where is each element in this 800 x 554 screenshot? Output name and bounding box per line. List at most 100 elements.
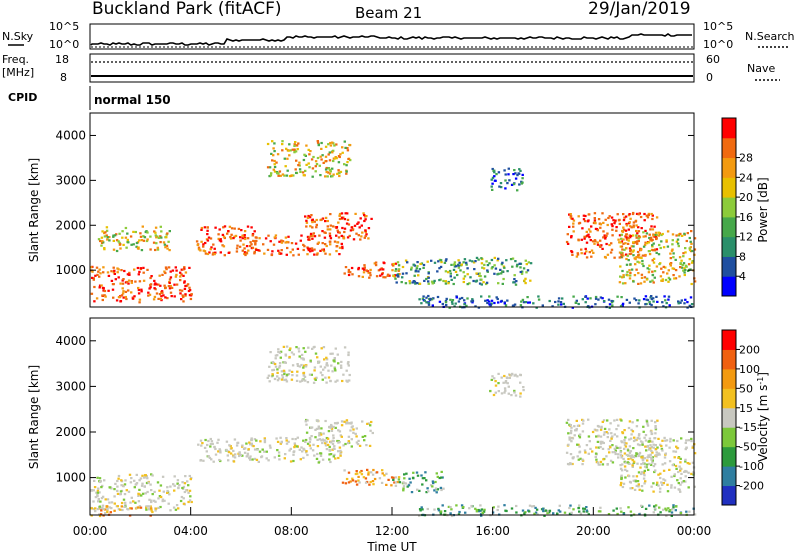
velocity-cell [144, 492, 147, 495]
velocity-cell [330, 427, 334, 430]
velocity-cell [657, 452, 660, 455]
velocity-cell [339, 364, 343, 367]
power-cell [158, 293, 162, 296]
velocity-cell [321, 441, 324, 445]
power-cell [516, 189, 519, 192]
power-cell [315, 223, 318, 226]
velocity-cell [269, 351, 272, 354]
power-cell [309, 225, 312, 228]
power-cell [275, 161, 278, 164]
velocity-cell [628, 445, 632, 448]
power-cell [370, 217, 373, 220]
power-cell [684, 264, 688, 267]
velocity-cell [631, 463, 635, 466]
velocity-cell [612, 509, 615, 512]
power-cell [486, 299, 489, 302]
power-cell [570, 251, 574, 254]
velocity-cell [644, 480, 647, 483]
velocity-cell [108, 486, 111, 489]
velocity-cell [602, 458, 605, 461]
velocity-cell [663, 456, 667, 459]
power-cell [106, 238, 109, 241]
velocity-cell [151, 474, 154, 477]
power-cell [690, 282, 693, 286]
velocity-cell [648, 504, 651, 507]
power-cell [375, 275, 379, 278]
power-cell [417, 274, 420, 277]
velocity-cell [96, 508, 100, 511]
power-cell [364, 229, 367, 232]
velocity-cell [677, 482, 680, 485]
velocity-cell [636, 436, 639, 440]
power-cell [650, 212, 653, 216]
power-cell [648, 301, 651, 304]
power-cell [245, 251, 248, 254]
velocity-cell [412, 471, 415, 474]
velocity-cell [300, 357, 303, 360]
power-cell [667, 295, 671, 298]
power-cell [345, 164, 348, 167]
power-cell [383, 262, 386, 265]
power-cell [506, 299, 509, 302]
power-cell [286, 246, 289, 250]
velocity-cell [581, 430, 585, 433]
velocity-cell [632, 455, 635, 458]
power-cell [90, 266, 93, 269]
colorbar-swatch [722, 118, 736, 139]
velocity-cell [145, 481, 149, 485]
velocity-cell [634, 480, 638, 483]
power-cell [655, 248, 659, 251]
velocity-cell [138, 479, 141, 482]
power-cell [665, 239, 668, 242]
velocity-cell [576, 424, 580, 427]
velocity-cell [325, 381, 328, 384]
velocity-cell [310, 435, 313, 438]
velocity-cell [661, 463, 664, 466]
velocity-cell [629, 487, 632, 490]
power-cell [619, 275, 622, 278]
power-cell [327, 171, 330, 174]
velocity-cell [513, 389, 516, 392]
velocity-cell [542, 507, 545, 510]
power-cell [338, 174, 341, 178]
velocity-cell [276, 368, 279, 371]
velocity-cell [534, 511, 538, 514]
velocity-cell [619, 451, 622, 454]
power-cell [346, 147, 349, 150]
velocity-cell [475, 510, 479, 513]
velocity-cell [304, 438, 308, 442]
power-cell [427, 280, 430, 283]
power-cell [273, 159, 276, 163]
power-cell [677, 245, 680, 248]
power-cell [269, 240, 272, 243]
velocity-cell [457, 513, 461, 516]
velocity-cell [294, 438, 297, 441]
velocity-cell [216, 441, 219, 444]
power-cell [309, 247, 312, 250]
power-cell [346, 149, 350, 152]
power-cell [592, 251, 595, 254]
velocity-cell [569, 432, 573, 435]
velocity-cell [578, 436, 582, 439]
velocity-cell [340, 420, 344, 423]
power-cell [392, 262, 395, 266]
velocity-region-6 [392, 470, 445, 494]
velocity-cell [334, 347, 337, 350]
power-cell [548, 299, 551, 303]
power-cell [280, 252, 283, 255]
velocity-cell [207, 455, 210, 458]
power-cell [138, 301, 141, 304]
power-cell [251, 246, 255, 249]
power-cell [491, 182, 494, 185]
power-cell [669, 257, 672, 260]
velocity-cell [278, 351, 282, 354]
power-cell [164, 287, 167, 290]
power-region-6 [343, 261, 401, 279]
velocity-cell [613, 419, 616, 422]
velocity-cell [596, 440, 600, 443]
velocity-cell [190, 500, 193, 504]
power-cell [451, 299, 455, 302]
power-cell [296, 247, 300, 250]
power-cell [474, 260, 477, 263]
velocity-cell [569, 462, 572, 465]
